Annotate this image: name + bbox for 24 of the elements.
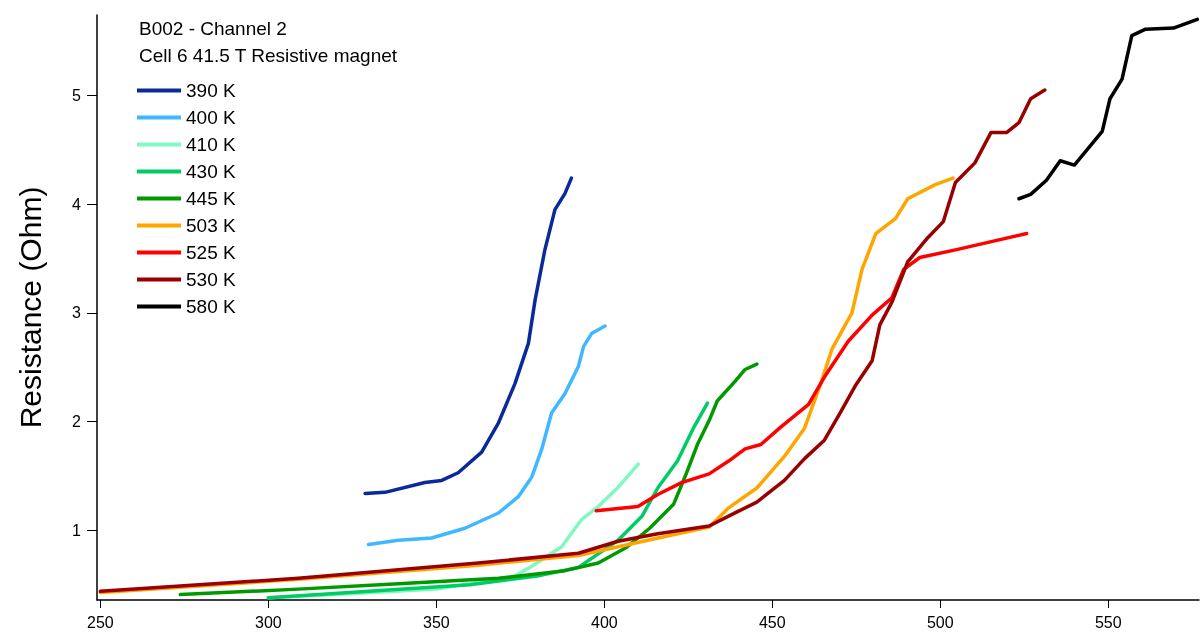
x-tick-label: 350 [422, 613, 450, 631]
text: Cell 6 41.5 T Resistive magnet [139, 45, 398, 66]
y-axis-title: Resistance (Ohm) [13, 186, 47, 429]
y-tick-label: 1 [72, 521, 82, 539]
legend-label: 580 K [186, 296, 236, 317]
y-tick-label: 5 [72, 86, 82, 104]
x-tick-label: 550 [1094, 613, 1122, 631]
legend-label: 410 K [186, 134, 236, 155]
x-tick-label: 250 [87, 613, 114, 631]
y-tick-label: 4 [72, 195, 82, 213]
y-tick-label: 3 [72, 304, 82, 322]
legend-label: 525 K [186, 242, 236, 263]
x-tick-label: 300 [255, 613, 282, 631]
legend-label: 430 K [186, 161, 236, 182]
chart-title: B002 - Channel 2 [139, 18, 287, 39]
y-tick-label: 2 [72, 413, 82, 431]
legend-label: 390 K [186, 80, 236, 101]
legend-label: 503 K [186, 215, 236, 236]
x-tick-label: 450 [758, 613, 786, 631]
legend-label: 400 K [186, 107, 236, 128]
legend-label: 530 K [186, 269, 236, 290]
x-tick-label: 500 [926, 613, 954, 631]
x-tick-label: 400 [590, 613, 618, 631]
legend-label: 445 K [186, 188, 236, 209]
